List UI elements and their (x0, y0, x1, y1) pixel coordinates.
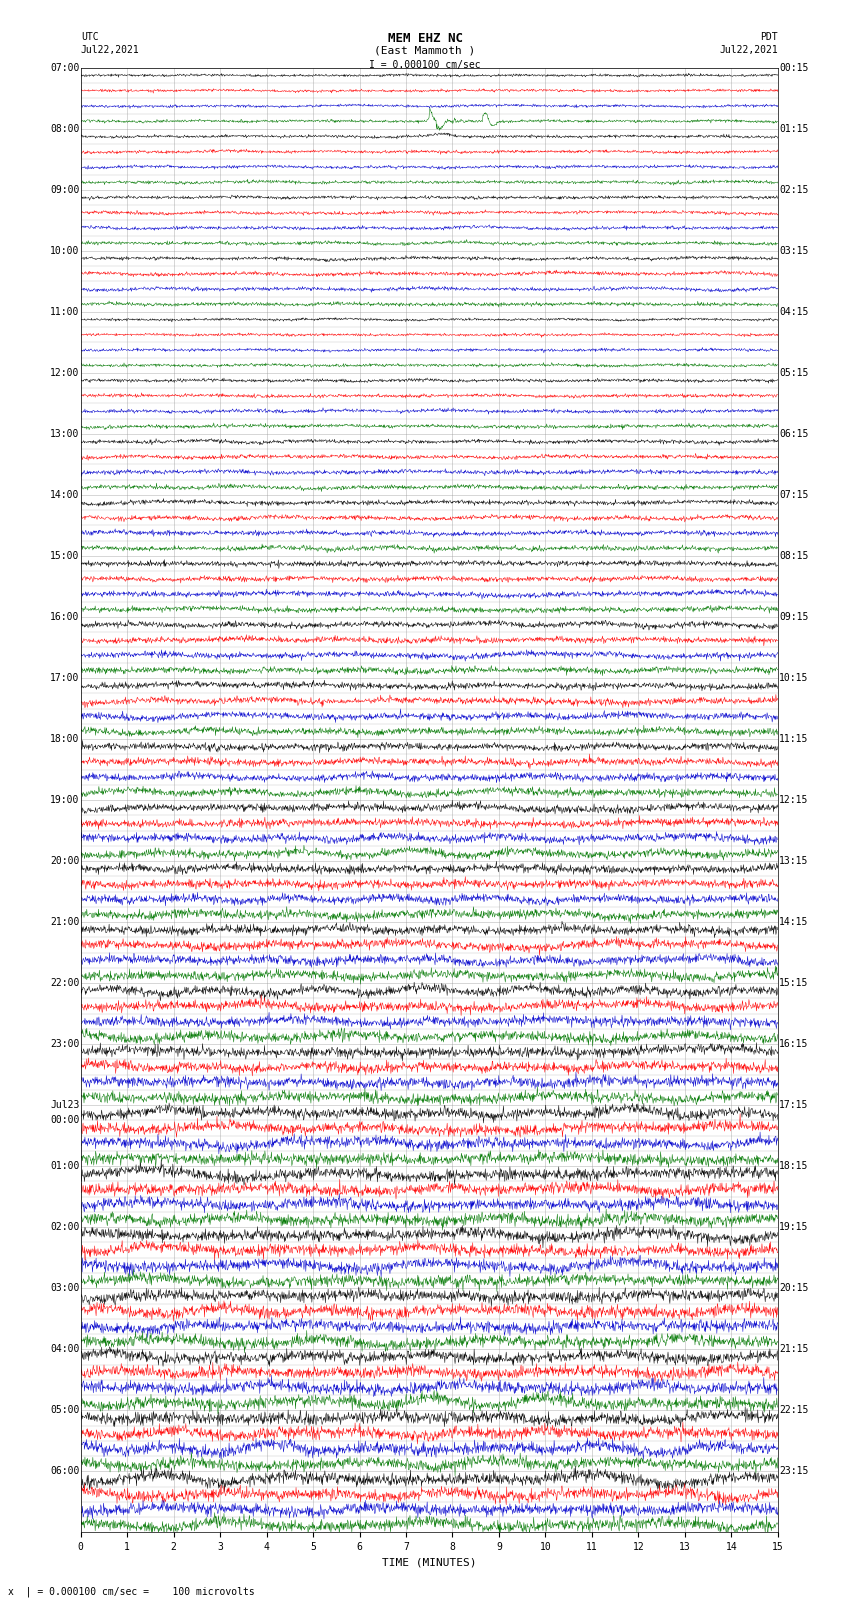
Text: 12:00: 12:00 (50, 368, 79, 377)
Text: 11:15: 11:15 (779, 734, 808, 744)
Text: 11:00: 11:00 (50, 306, 79, 316)
Text: 02:15: 02:15 (779, 185, 808, 195)
X-axis label: TIME (MINUTES): TIME (MINUTES) (382, 1558, 477, 1568)
Text: 21:00: 21:00 (50, 918, 79, 927)
Text: 20:15: 20:15 (779, 1284, 808, 1294)
Text: 00:00: 00:00 (50, 1116, 79, 1126)
Text: Jul23: Jul23 (50, 1100, 79, 1110)
Text: 19:15: 19:15 (779, 1223, 808, 1232)
Text: 18:00: 18:00 (50, 734, 79, 744)
Text: 01:00: 01:00 (50, 1161, 79, 1171)
Text: 23:00: 23:00 (50, 1039, 79, 1048)
Text: 02:00: 02:00 (50, 1223, 79, 1232)
Text: 15:15: 15:15 (779, 977, 808, 989)
Text: Jul22,2021: Jul22,2021 (719, 45, 778, 55)
Text: 17:15: 17:15 (779, 1100, 808, 1110)
Text: 20:00: 20:00 (50, 857, 79, 866)
Text: 06:00: 06:00 (50, 1466, 79, 1476)
Text: 03:15: 03:15 (779, 245, 808, 256)
Text: PDT: PDT (760, 32, 778, 42)
Text: 21:15: 21:15 (779, 1344, 808, 1355)
Text: 22:15: 22:15 (779, 1405, 808, 1415)
Text: x  | = 0.000100 cm/sec =    100 microvolts: x | = 0.000100 cm/sec = 100 microvolts (8, 1586, 255, 1597)
Text: 15:00: 15:00 (50, 552, 79, 561)
Text: 09:15: 09:15 (779, 611, 808, 623)
Text: MEM EHZ NC: MEM EHZ NC (388, 32, 462, 45)
Text: 04:15: 04:15 (779, 306, 808, 316)
Text: 16:15: 16:15 (779, 1039, 808, 1048)
Text: 14:00: 14:00 (50, 490, 79, 500)
Text: Jul22,2021: Jul22,2021 (81, 45, 139, 55)
Text: 03:00: 03:00 (50, 1284, 79, 1294)
Text: UTC: UTC (81, 32, 99, 42)
Text: 04:00: 04:00 (50, 1344, 79, 1355)
Text: 00:15: 00:15 (779, 63, 808, 73)
Text: 10:15: 10:15 (779, 673, 808, 682)
Text: 19:00: 19:00 (50, 795, 79, 805)
Text: 09:00: 09:00 (50, 185, 79, 195)
Text: 22:00: 22:00 (50, 977, 79, 989)
Text: 07:00: 07:00 (50, 63, 79, 73)
Text: 07:15: 07:15 (779, 490, 808, 500)
Text: 05:15: 05:15 (779, 368, 808, 377)
Text: 16:00: 16:00 (50, 611, 79, 623)
Text: 13:00: 13:00 (50, 429, 79, 439)
Text: 05:00: 05:00 (50, 1405, 79, 1415)
Text: 08:00: 08:00 (50, 124, 79, 134)
Text: (East Mammoth ): (East Mammoth ) (374, 45, 476, 55)
Text: 12:15: 12:15 (779, 795, 808, 805)
Text: 06:15: 06:15 (779, 429, 808, 439)
Text: 14:15: 14:15 (779, 918, 808, 927)
Text: 01:15: 01:15 (779, 124, 808, 134)
Text: 10:00: 10:00 (50, 245, 79, 256)
Text: 18:15: 18:15 (779, 1161, 808, 1171)
Text: 23:15: 23:15 (779, 1466, 808, 1476)
Text: I = 0.000100 cm/sec: I = 0.000100 cm/sec (369, 60, 481, 69)
Text: 13:15: 13:15 (779, 857, 808, 866)
Text: 17:00: 17:00 (50, 673, 79, 682)
Text: 08:15: 08:15 (779, 552, 808, 561)
